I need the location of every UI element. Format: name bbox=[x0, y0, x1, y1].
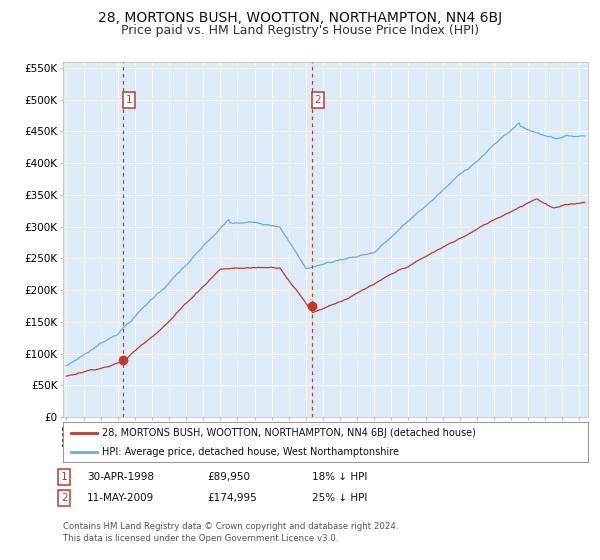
Text: 2: 2 bbox=[315, 95, 322, 105]
Text: 2: 2 bbox=[61, 493, 68, 503]
Text: 28, MORTONS BUSH, WOOTTON, NORTHAMPTON, NN4 6BJ: 28, MORTONS BUSH, WOOTTON, NORTHAMPTON, … bbox=[98, 11, 502, 25]
Text: 18% ↓ HPI: 18% ↓ HPI bbox=[312, 472, 367, 482]
Text: £89,950: £89,950 bbox=[207, 472, 250, 482]
Text: HPI: Average price, detached house, West Northamptonshire: HPI: Average price, detached house, West… bbox=[103, 447, 400, 458]
Text: £174,995: £174,995 bbox=[207, 493, 257, 503]
Text: Price paid vs. HM Land Registry's House Price Index (HPI): Price paid vs. HM Land Registry's House … bbox=[121, 24, 479, 36]
Text: 1: 1 bbox=[61, 472, 68, 482]
Text: 11-MAY-2009: 11-MAY-2009 bbox=[87, 493, 154, 503]
Text: 25% ↓ HPI: 25% ↓ HPI bbox=[312, 493, 367, 503]
Text: 28, MORTONS BUSH, WOOTTON, NORTHAMPTON, NN4 6BJ (detached house): 28, MORTONS BUSH, WOOTTON, NORTHAMPTON, … bbox=[103, 428, 476, 438]
Text: 30-APR-1998: 30-APR-1998 bbox=[87, 472, 154, 482]
Text: Contains HM Land Registry data © Crown copyright and database right 2024.
This d: Contains HM Land Registry data © Crown c… bbox=[63, 522, 398, 543]
Text: 1: 1 bbox=[126, 95, 133, 105]
